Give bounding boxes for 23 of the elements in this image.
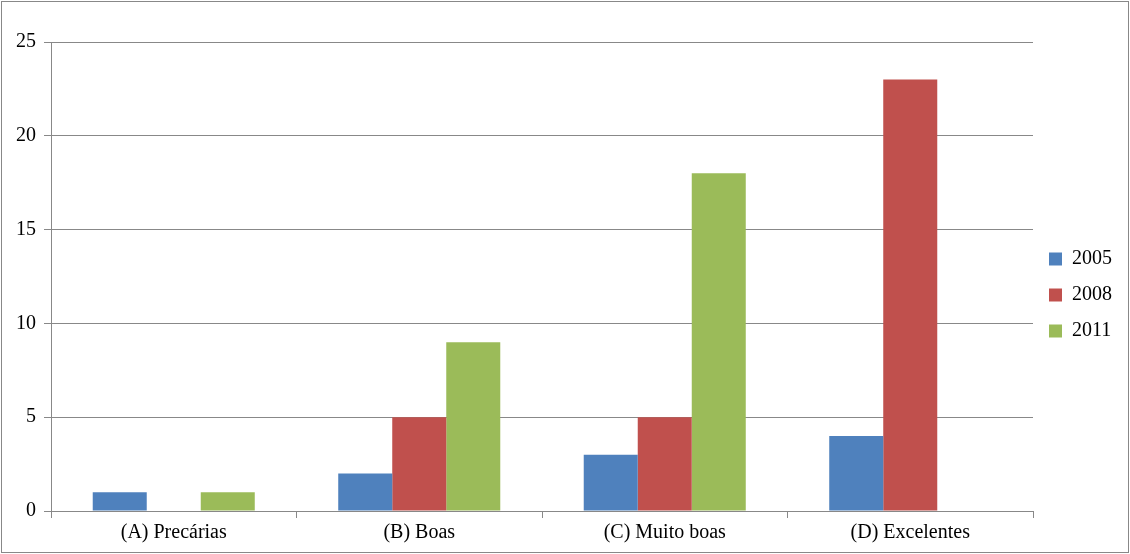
x-tick-label: (A) Precárias	[120, 520, 227, 544]
y-tick-label: 25	[16, 29, 36, 52]
x-tick-label: (B) Boas	[383, 520, 456, 544]
bar	[637, 417, 692, 511]
bar	[883, 79, 938, 511]
y-tick-label: 15	[16, 216, 36, 239]
legend-label: 2008	[1072, 282, 1112, 305]
legend-label: 2005	[1072, 246, 1112, 269]
bar	[829, 435, 884, 511]
y-tick-label: 5	[26, 404, 36, 427]
y-tick-label: 0	[26, 498, 36, 521]
bar	[92, 492, 147, 511]
bar	[392, 417, 447, 511]
y-tick-label: 20	[16, 123, 36, 146]
x-tick-label: (D) Excelentes	[850, 520, 971, 544]
bar	[446, 342, 501, 511]
y-tick-label: 10	[16, 310, 36, 333]
bar	[338, 473, 393, 511]
legend-label: 2011	[1072, 318, 1112, 341]
bar	[691, 173, 746, 511]
bar	[583, 454, 638, 511]
bar	[200, 492, 255, 511]
x-tick-label: (C) Muito boas	[603, 520, 727, 544]
